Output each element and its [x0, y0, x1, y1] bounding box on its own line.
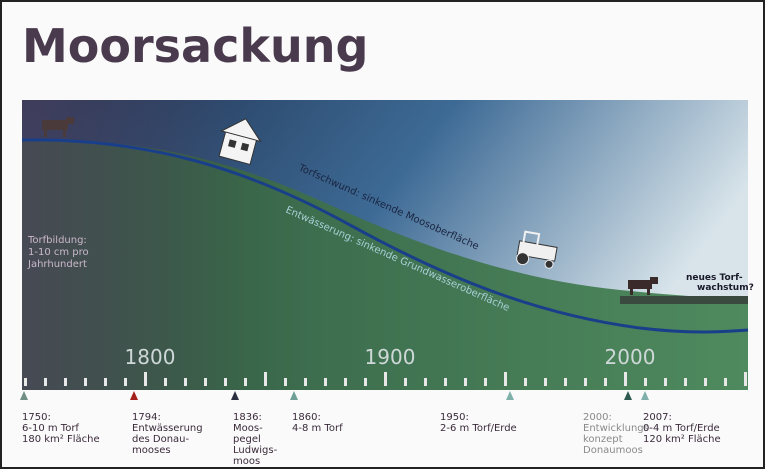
event-date: 1794:	[132, 412, 161, 423]
tick	[664, 378, 667, 386]
tick	[64, 378, 67, 386]
tick	[564, 378, 567, 386]
diagram: Moorsackung Torfbildung: 1-10 cm pro Jah…	[0, 0, 765, 469]
tick	[284, 378, 287, 386]
text-line: 1-10 cm pro	[28, 247, 89, 258]
tick	[584, 378, 587, 386]
tick	[224, 378, 227, 386]
tick	[484, 378, 487, 386]
tick	[384, 372, 387, 386]
tick	[324, 378, 327, 386]
event-line: 4-8 m Torf	[292, 423, 343, 434]
event-line: 0-4 m Torf/Erde	[643, 423, 720, 434]
event-date: 1950:	[440, 412, 469, 423]
tick	[424, 378, 427, 386]
event-line: Moos-	[233, 423, 263, 434]
tick	[644, 378, 647, 386]
peat-formation: Torfbildung: 1-10 cm pro Jahrhundert	[27, 235, 92, 270]
new-growth: neues Torf- wachstum?	[686, 273, 754, 293]
panel: Moorsackung Torfbildung: 1-10 cm pro Jah…	[0, 0, 765, 469]
event-line: 2-6 m Torf/Erde	[440, 423, 517, 434]
tick	[184, 378, 187, 386]
tick	[344, 378, 347, 386]
tick	[684, 378, 687, 386]
tick	[244, 378, 247, 386]
event-line: mooses	[132, 445, 171, 456]
event-date: 2000:	[583, 412, 612, 423]
event-date: 1750:	[22, 412, 51, 423]
tick	[144, 372, 147, 386]
event-line: Entwässerung	[132, 423, 203, 434]
tick	[364, 378, 367, 386]
title: Moorsackung	[22, 19, 368, 73]
tick	[24, 378, 27, 386]
tick	[304, 378, 307, 386]
event-date: 2007:	[643, 412, 672, 423]
event-line: konzept	[583, 434, 623, 445]
tick	[124, 378, 127, 386]
tick	[704, 378, 707, 386]
event-date: 1860:	[292, 412, 321, 423]
event-line: des Donau-	[132, 434, 190, 445]
text-line: neues Torf-	[686, 273, 743, 283]
event-line: moos	[233, 456, 260, 467]
tick	[544, 378, 547, 386]
tick	[724, 378, 727, 386]
tick	[524, 378, 527, 386]
text-line: wachstum?	[697, 283, 754, 293]
tick	[44, 378, 47, 386]
axis-label: 1900	[365, 345, 416, 369]
event-line: Donaumoos	[583, 445, 643, 456]
event-line: Ludwigs-	[233, 445, 278, 456]
tick	[264, 372, 267, 386]
event-line: 120 km² Fläche	[643, 434, 721, 445]
tick	[164, 378, 167, 386]
tick	[404, 378, 407, 386]
event-date: 1836:	[233, 412, 262, 423]
tick	[604, 378, 607, 386]
tick	[744, 372, 747, 386]
new-peat	[620, 296, 748, 304]
tick	[204, 378, 207, 386]
text-line: Torfbildung:	[27, 235, 87, 246]
event-line: 180 km² Fläche	[22, 434, 100, 445]
tick	[464, 378, 467, 386]
axis-label: 1800	[125, 345, 176, 369]
tick	[624, 372, 627, 386]
text-line: Jahrhundert	[27, 259, 87, 270]
tick	[504, 372, 507, 386]
event-line: pegel	[233, 434, 261, 445]
event-line: 6-10 m Torf	[22, 423, 79, 434]
tick	[444, 378, 447, 386]
tick	[104, 378, 107, 386]
axis-label: 2000	[605, 345, 656, 369]
tick	[84, 378, 87, 386]
